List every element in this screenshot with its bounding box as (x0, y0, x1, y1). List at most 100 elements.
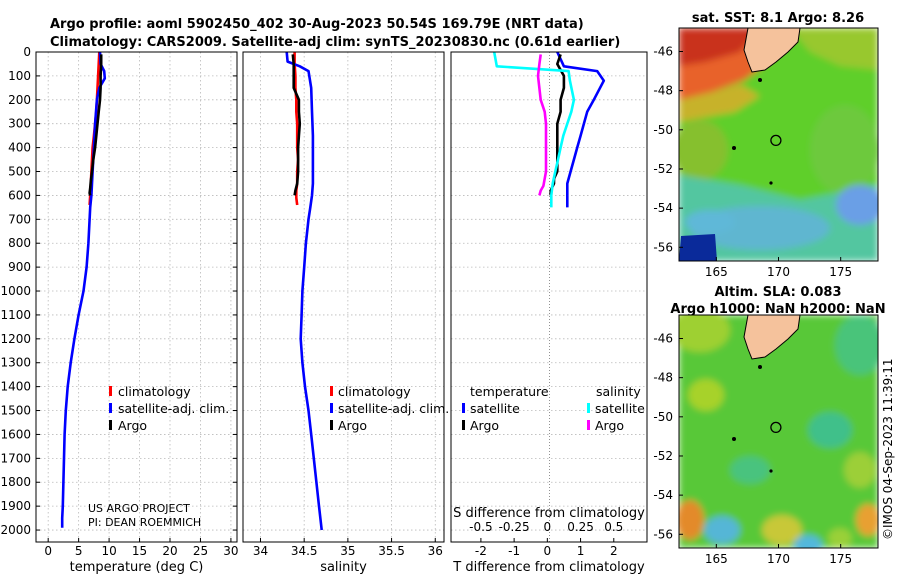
legend-swatch-climatology (109, 386, 112, 396)
temperature-panel-frame (35, 51, 238, 543)
x-tick-label: 35.5 (378, 544, 405, 558)
depth-tick-label: 2000 (0, 523, 31, 537)
depth-tick-label: 1300 (0, 356, 31, 370)
imos-timestamp: ©IMOS 04-Sep-2023 11:39:11 (881, 358, 895, 540)
depth-tick-label: 400 (8, 141, 31, 155)
legend-swatch-sal-satellite (587, 403, 590, 413)
series-line-argo (88, 54, 103, 196)
legend-heading-temperature: temperature (470, 384, 549, 399)
campbell-island (769, 181, 773, 185)
depth-tick-label: 900 (8, 260, 31, 274)
sla-map: Altim. SLA: 0.083 Argo h1000: NaN h2000:… (653, 285, 885, 566)
lat-tick-label: -50 (653, 123, 673, 137)
x-tick-label: 2 (610, 544, 618, 558)
sla-map-title: Altim. SLA: 0.083 (715, 285, 842, 300)
lon-tick-label: 165 (705, 265, 728, 279)
legend-label-argo: Argo (118, 418, 147, 433)
salinity-difference-tick-label: -0.5 (469, 520, 492, 534)
depth-tick-label: 1200 (0, 332, 31, 346)
legend-swatch-temp-argo (462, 420, 465, 430)
salinity-difference-tick-label: -0.25 (499, 520, 530, 534)
x-tick-label: -2 (475, 544, 487, 558)
auckland-islands (732, 437, 736, 441)
lon-tick-label: 175 (829, 265, 852, 279)
float-location-marker (770, 421, 782, 434)
lat-tick-label: -46 (653, 331, 673, 345)
temperature-axis-label: temperature (deg C) (70, 560, 204, 575)
legend-swatch-argo (109, 420, 112, 430)
x-tick-label: 30 (223, 544, 238, 558)
depth-tick-label: 300 (8, 117, 31, 131)
series-line-temperature-argo (549, 53, 566, 196)
legend-swatch-temp-satellite (462, 403, 465, 413)
depth-tick-label: 600 (8, 188, 31, 202)
depth-tick-label: 1700 (0, 451, 31, 465)
new-zealand-landmass (743, 28, 801, 73)
depth-tick-label: 500 (8, 165, 31, 179)
lat-tick-label: -54 (653, 201, 673, 215)
legend-label-satellite: satellite-adj. clim. (118, 401, 229, 416)
difference-panel: -2 -1 0 1 2 -0.5 -0.25 0 0.25 0.5 S difference f… (450, 51, 648, 575)
credit-pi: PI: DEAN ROEMMICH (88, 516, 201, 529)
salinity-panel-frame (242, 51, 445, 543)
new-zealand-landmass (743, 315, 801, 360)
salinity-difference-tick-label: 0.25 (567, 520, 594, 534)
lon-tick-label: 165 (705, 552, 728, 566)
sst-field (679, 28, 878, 261)
lat-tick-label: -52 (653, 162, 673, 176)
legend-heading-salinity: salinity (596, 384, 641, 399)
x-tick-label: 15 (132, 544, 147, 558)
x-tick-label: 1 (577, 544, 585, 558)
depth-tick-label: 1900 (0, 499, 31, 513)
x-tick-label: 20 (162, 544, 177, 558)
depth-tick-label: 1400 (0, 380, 31, 394)
series-line-satellite-adj-clim- (285, 52, 323, 531)
lat-tick-label: -48 (653, 84, 673, 98)
sst-map-title: sat. SST: 8.1 Argo: 8.26 (692, 11, 864, 26)
depth-tick-label: 1100 (0, 308, 31, 322)
x-tick-label: 34 (253, 544, 268, 558)
x-tick-label: 0 (44, 544, 52, 558)
lon-tick-label: 175 (829, 552, 852, 566)
x-tick-label: 36 (428, 544, 443, 558)
depth-tick-label: 1500 (0, 404, 31, 418)
depth-tick-label: 1800 (0, 475, 31, 489)
legend-label-climatology: climatology (118, 384, 191, 399)
depth-tick-label: 0 (23, 45, 31, 59)
lat-tick-label: -54 (653, 488, 673, 502)
legend-label-climatology: climatology (338, 384, 411, 399)
lon-tick-label: 170 (767, 265, 790, 279)
campbell-island (769, 469, 773, 473)
series-line-salinity-argo (536, 54, 548, 196)
legend-label-argo: Argo (338, 418, 367, 433)
difference-panel-frame (450, 51, 648, 543)
lat-tick-label: -56 (653, 527, 673, 541)
legend-swatch-argo (330, 420, 333, 430)
lat-tick-label: -46 (653, 44, 673, 58)
salinity-difference-tick-label: 0 (544, 520, 552, 534)
temperature-legend: climatology satellite-adj. clim. Argo (109, 384, 229, 433)
series-line-satellite-adj-clim- (60, 52, 107, 528)
legend-label-sal-satellite: satellite (595, 401, 645, 416)
stewart-island (758, 78, 762, 82)
credit-project: US ARGO PROJECT (88, 502, 190, 515)
salinity-difference-label: S difference from climatology (453, 506, 645, 521)
x-tick-label: 10 (101, 544, 116, 558)
depth-tick-label: 1000 (0, 284, 31, 298)
legend-label-sal-argo: Argo (595, 418, 624, 433)
depth-tick-label: 700 (8, 212, 31, 226)
lat-tick-label: -56 (653, 240, 673, 254)
auckland-islands (732, 146, 736, 150)
legend-swatch-satellite (330, 403, 333, 413)
x-tick-label: 35 (340, 544, 355, 558)
series-line-salinity-satellite (492, 52, 576, 208)
series-line-temperature-satellite (556, 52, 606, 208)
stewart-island (758, 365, 762, 369)
x-tick-label: 0 (544, 544, 552, 558)
depth-tick-label: 800 (8, 236, 31, 250)
depth-tick-label: 100 (8, 69, 31, 83)
series-line-argo (291, 54, 302, 196)
figure-title-line2: Climatology: CARS2009. Satellite-adj cli… (50, 35, 620, 50)
sst-map: sat. SST: 8.1 Argo: 8.26 1 (653, 11, 879, 279)
x-tick-label: 25 (193, 544, 208, 558)
